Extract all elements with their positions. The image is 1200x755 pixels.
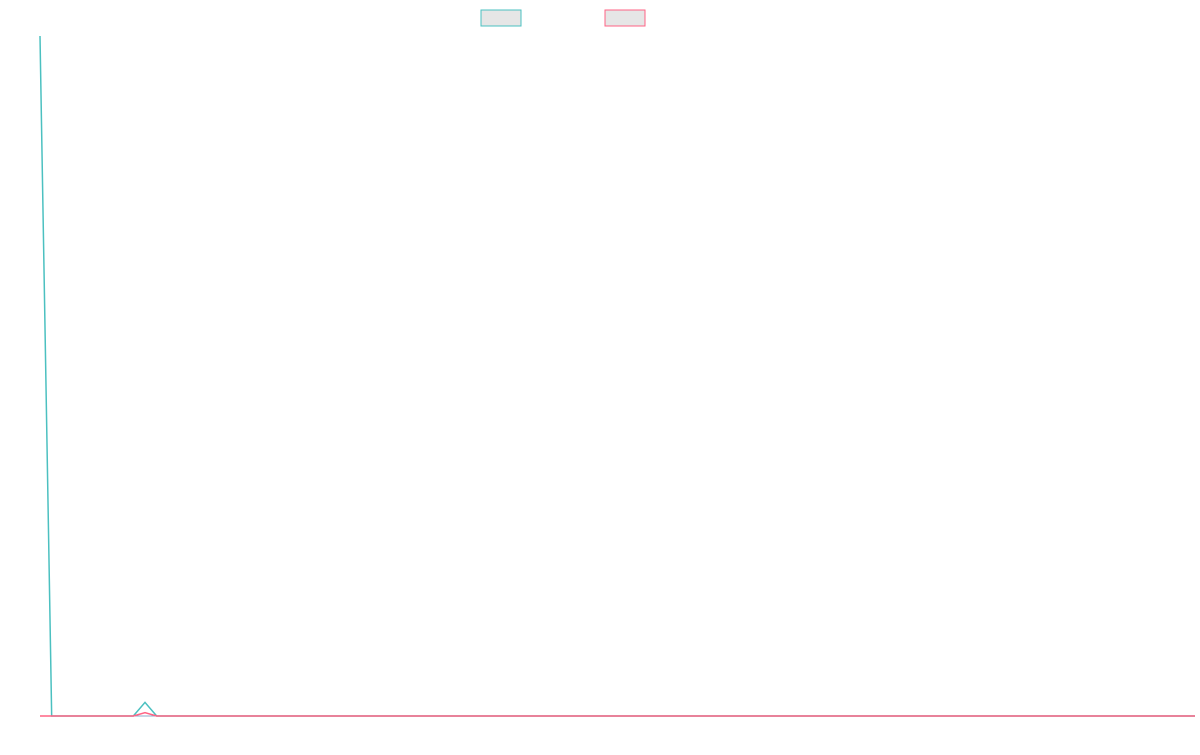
legend-swatch [480, 9, 522, 27]
series-line [39, 35, 1195, 717]
series-line [40, 711, 1195, 717]
legend-swatch [604, 9, 646, 27]
